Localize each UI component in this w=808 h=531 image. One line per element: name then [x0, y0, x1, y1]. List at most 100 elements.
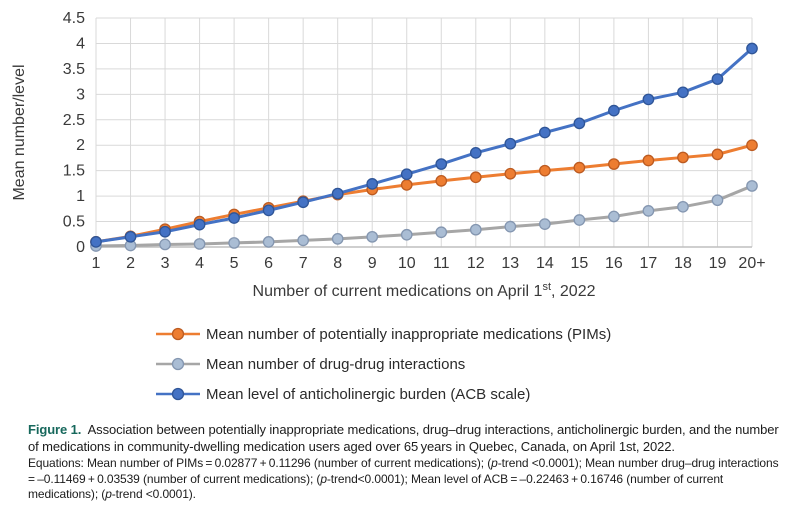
data-point	[90, 236, 102, 248]
data-point	[331, 187, 344, 200]
series-line-1	[95, 184, 753, 248]
legend-label-acb: Mean level of anticholinergic burden (AC…	[206, 385, 531, 403]
data-point	[228, 237, 240, 249]
legend-label-ddi: Mean number of drug-drug interactions	[206, 355, 466, 373]
data-point	[331, 233, 344, 245]
y-tick-label: 4.5	[63, 10, 85, 27]
y-axis-title: Mean number/level	[11, 64, 28, 200]
data-point	[469, 147, 482, 159]
x-tick-label: 9	[368, 255, 377, 272]
data-point	[159, 238, 171, 251]
x-axis-title: Number of current medications on April 1…	[253, 281, 596, 300]
x-tick-label: 15	[570, 255, 588, 272]
legend-item-acb: Mean level of anticholinergic burden (AC…	[156, 379, 808, 409]
legend-label-pims: Mean number of potentially inappropriate…	[206, 325, 612, 343]
data-point	[435, 226, 448, 239]
data-point	[193, 238, 206, 250]
data-point	[400, 168, 413, 181]
data-point	[400, 228, 413, 241]
legend-item-ddi: Mean number of drug-drug interactions	[156, 349, 808, 379]
data-point	[642, 93, 655, 106]
x-tick-label: 18	[674, 255, 692, 272]
y-tick-label: 4	[76, 35, 85, 52]
x-tick-label: 16	[605, 255, 623, 272]
x-tick-label: 7	[299, 255, 308, 272]
data-point	[469, 223, 482, 236]
data-point	[642, 154, 655, 167]
x-tick-label: 6	[264, 255, 273, 272]
data-point	[573, 117, 586, 130]
data-point	[262, 236, 275, 248]
data-point	[504, 137, 517, 150]
data-point	[297, 234, 310, 247]
legend-marker	[171, 327, 185, 341]
x-tick-label: 20+	[738, 255, 765, 272]
caption-paragraph: Figure 1. Association between potentiall…	[28, 421, 784, 455]
data-point	[746, 139, 758, 152]
data-point	[573, 214, 586, 226]
data-point	[677, 200, 689, 213]
y-tick-label: 1.5	[63, 163, 85, 180]
data-point	[746, 180, 758, 192]
figure-caption: Figure 1. Association between potentiall…	[28, 421, 784, 503]
data-point	[366, 178, 379, 190]
data-point	[573, 161, 586, 174]
data-point	[677, 86, 689, 99]
equations-text: Equations: Mean number of PIMs = 0.02877…	[28, 456, 781, 501]
data-point	[124, 230, 137, 243]
data-point	[711, 148, 724, 161]
x-tick-label: 3	[161, 255, 170, 272]
line-chart: 00.511.522.533.544.51 2 3 4 5 6 7 8 9 10 11 12 13 14 1…	[11, 10, 766, 300]
data-point	[159, 225, 171, 238]
data-point	[538, 126, 551, 139]
series-line-2	[95, 47, 753, 244]
data-point	[297, 196, 310, 209]
ddi-legend-marker-icon	[156, 357, 200, 371]
data-point	[228, 212, 240, 224]
x-tick-label: 19	[709, 255, 727, 272]
data-point	[746, 42, 758, 55]
legend-marker	[171, 387, 185, 401]
data-point	[504, 220, 517, 233]
acb-legend-marker-icon	[156, 387, 200, 401]
data-point	[538, 164, 551, 177]
data-point	[642, 205, 655, 217]
data-point	[711, 73, 724, 85]
x-tick-label: 2	[126, 255, 135, 272]
legend-marker	[171, 357, 185, 371]
data-point	[504, 167, 517, 180]
chart-legend: Mean number of potentially inappropriate…	[156, 319, 808, 409]
data-point	[400, 179, 413, 191]
x-tick-label: 5	[230, 255, 239, 272]
data-point	[193, 218, 206, 231]
data-point	[435, 158, 448, 170]
y-tick-label: 3.5	[63, 61, 85, 78]
y-tick-label: 3	[76, 86, 85, 103]
pims-legend-marker-icon	[156, 327, 200, 341]
y-tick-label: 0.5	[63, 214, 85, 231]
y-tick-label: 2	[76, 137, 85, 154]
data-point	[435, 174, 448, 187]
y-tick-label: 2.5	[63, 112, 85, 129]
x-tick-label: 4	[195, 255, 204, 272]
data-point	[711, 194, 724, 207]
x-tick-label: 8	[333, 255, 342, 272]
caption-text: Association between potentially inapprop…	[28, 422, 779, 454]
x-tick-label: 14	[536, 255, 554, 272]
x-tick-label: 10	[398, 255, 416, 272]
data-point	[608, 158, 620, 170]
data-point	[366, 230, 379, 243]
legend-item-pims: Mean number of potentially inappropriate…	[156, 319, 808, 349]
figure-label: Figure 1.	[28, 422, 82, 437]
y-tick-label: 0	[76, 239, 85, 256]
data-point	[608, 210, 620, 223]
x-tick-label: 12	[467, 255, 485, 272]
x-tick-label: 11	[433, 255, 450, 272]
y-tick-label: 1	[76, 188, 85, 205]
x-tick-label: 17	[640, 255, 658, 272]
data-point	[469, 171, 482, 184]
data-point	[677, 151, 689, 164]
data-point	[262, 204, 275, 217]
x-tick-label: 13	[501, 255, 519, 272]
